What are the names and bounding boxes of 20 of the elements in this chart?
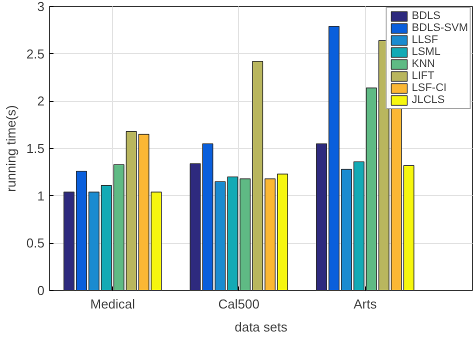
legend-label: LSML [412,46,440,58]
legend-label: BDLS [412,10,440,22]
y-tick-label: 0.5 [26,236,45,251]
legend-label: LIFT [412,70,434,82]
legend-label: BDLS-SVM [412,22,468,34]
legend-label: LLSF [412,34,438,46]
y-tick-label: 0 [37,283,45,298]
y-tick-label: 2.5 [26,46,45,62]
x-axis-title: data sets [234,320,288,334]
y-tick-label: 1.5 [26,141,45,156]
y-tick-label: 3 [37,0,45,14]
x-tick-label: Cal500 [218,296,260,312]
y-tick-label: 1 [37,188,45,204]
x-tick-label: Medical [90,296,136,312]
y-axis-title: running time(s) [3,105,18,192]
legend-label: JLCLS [412,94,445,106]
x-tick-label: Arts [354,296,378,312]
legend-label: KNN [412,58,435,70]
legend-label: LSF-CI [412,82,447,94]
y-tick-label: 2 [37,94,45,109]
